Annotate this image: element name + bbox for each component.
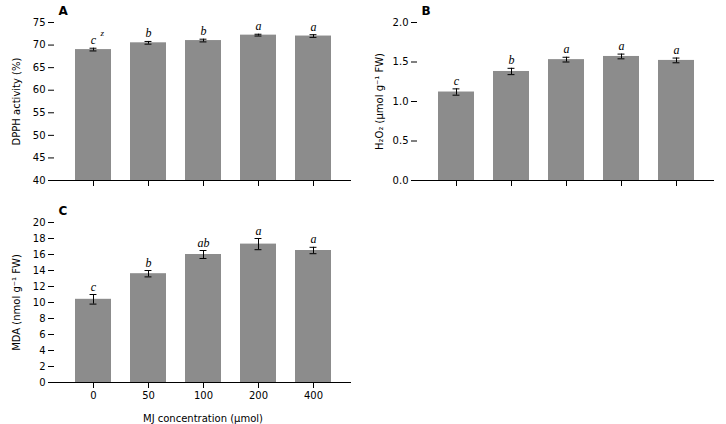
svg-text:100: 100 <box>194 390 213 401</box>
svg-text:b: b <box>201 24 207 38</box>
svg-text:B: B <box>422 4 431 18</box>
svg-text:6: 6 <box>39 329 45 340</box>
svg-text:55: 55 <box>33 107 46 118</box>
svg-text:75: 75 <box>33 17 46 28</box>
svg-text:50: 50 <box>142 390 155 401</box>
svg-text:18: 18 <box>33 233 46 244</box>
svg-text:MJ concentration (μmol): MJ concentration (μmol) <box>143 413 263 424</box>
svg-text:1.0: 1.0 <box>393 96 409 107</box>
svg-text:a: a <box>256 224 262 238</box>
svg-text:2.0: 2.0 <box>393 17 409 28</box>
svg-text:400: 400 <box>304 390 323 401</box>
svg-text:a: a <box>619 39 625 53</box>
svg-text:0: 0 <box>39 377 45 388</box>
svg-text:b: b <box>509 53 515 67</box>
svg-text:45: 45 <box>33 152 46 163</box>
svg-text:12: 12 <box>33 281 46 292</box>
svg-text:0.0: 0.0 <box>393 175 409 186</box>
svg-text:10: 10 <box>33 297 46 308</box>
svg-text:a: a <box>256 19 262 33</box>
svg-text:z: z <box>100 28 105 38</box>
svg-text:c: c <box>91 280 97 294</box>
svg-text:a: a <box>311 232 317 246</box>
svg-text:0.5: 0.5 <box>393 135 409 146</box>
svg-text:14: 14 <box>33 265 46 276</box>
svg-text:70: 70 <box>33 39 46 50</box>
svg-text:65: 65 <box>33 62 46 73</box>
svg-text:16: 16 <box>33 249 46 260</box>
svg-text:1.5: 1.5 <box>393 56 409 67</box>
svg-text:DPPH activity (%): DPPH activity (%) <box>11 58 22 146</box>
svg-text:ab: ab <box>198 236 210 250</box>
svg-text:b: b <box>146 256 152 270</box>
svg-text:H₂O₂ (μmol g⁻¹ FW): H₂O₂ (μmol g⁻¹ FW) <box>374 53 385 150</box>
svg-text:50: 50 <box>33 130 46 141</box>
svg-text:0: 0 <box>90 390 96 401</box>
svg-text:a: a <box>311 20 317 34</box>
svg-text:c: c <box>91 33 97 47</box>
svg-text:20: 20 <box>33 217 46 228</box>
svg-text:40: 40 <box>33 175 46 186</box>
svg-text:60: 60 <box>33 84 46 95</box>
svg-text:8: 8 <box>39 313 45 324</box>
svg-text:A: A <box>59 4 69 18</box>
svg-text:200: 200 <box>249 390 268 401</box>
svg-text:b: b <box>146 26 152 40</box>
svg-text:C: C <box>59 204 68 218</box>
svg-text:a: a <box>564 42 570 56</box>
svg-text:2: 2 <box>39 361 45 372</box>
svg-text:MDA (nmol g⁻¹ FW): MDA (nmol g⁻¹ FW) <box>11 254 22 351</box>
svg-text:4: 4 <box>39 345 45 356</box>
svg-text:a: a <box>674 43 680 57</box>
svg-text:c: c <box>454 74 460 88</box>
